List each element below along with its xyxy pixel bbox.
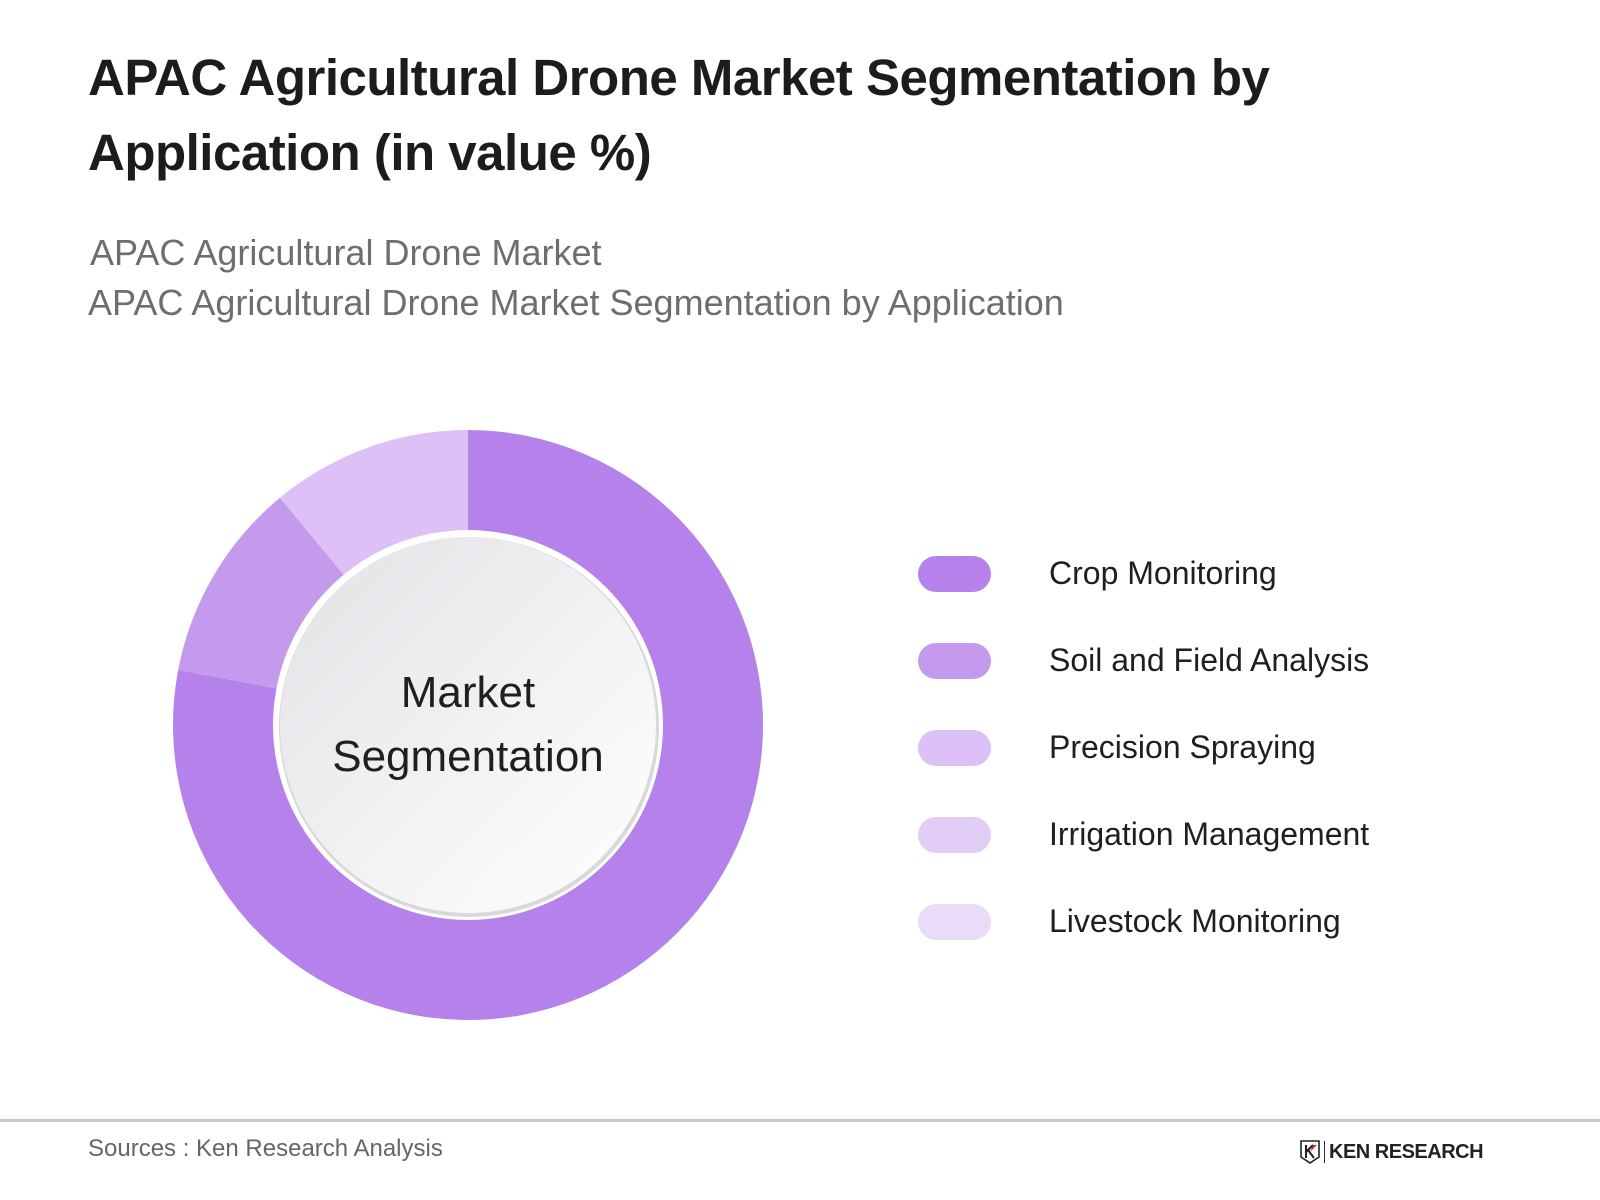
- chart-title: APAC Agricultural Drone Market Segmentat…: [88, 49, 1270, 181]
- ken-research-logo-icon: [1300, 1140, 1320, 1164]
- legend-item-crop-monitoring[interactable]: Crop Monitoring: [918, 530, 1369, 617]
- source-note: Sources : Ken Research Analysis: [88, 1135, 443, 1162]
- chart-subtitle-line2: APAC Agricultural Drone Market Segmentat…: [88, 282, 1064, 323]
- legend-label: Crop Monitoring: [1049, 555, 1277, 591]
- donut-slice-crop-monitoring[interactable]: [173, 430, 763, 1020]
- legend-swatch: [918, 555, 991, 592]
- legend-item-soil-field-analysis[interactable]: Soil and Field Analysis: [918, 617, 1369, 704]
- donut-chart: [173, 430, 763, 1020]
- legend-swatch: [918, 642, 991, 679]
- legend-label: Precision Spraying: [1049, 729, 1316, 765]
- legend-swatch: [918, 816, 991, 853]
- legend-item-livestock-monitoring[interactable]: Livestock Monitoring: [918, 878, 1369, 965]
- legend: Crop Monitoring Soil and Field Analysis …: [918, 530, 1369, 965]
- donut-hub: [280, 537, 656, 913]
- legend-label: Irrigation Management: [1049, 816, 1370, 852]
- legend-item-precision-spraying[interactable]: Precision Spraying: [918, 704, 1369, 791]
- legend-swatch: [918, 729, 991, 766]
- legend-label: Soil and Field Analysis: [1049, 642, 1370, 678]
- chart-subtitle-line1: APAC Agricultural Drone Market: [90, 232, 602, 273]
- logo-text: KEN RESEARCH: [1329, 1140, 1484, 1163]
- ken-research-logo: KEN RESEARCH: [1300, 1140, 1484, 1164]
- legend-item-irrigation-management[interactable]: Irrigation Management: [918, 791, 1369, 878]
- legend-label: Livestock Monitoring: [1049, 903, 1341, 939]
- legend-swatch: [918, 903, 991, 940]
- logo-separator: [1324, 1141, 1325, 1163]
- footer-divider: [0, 1119, 1600, 1122]
